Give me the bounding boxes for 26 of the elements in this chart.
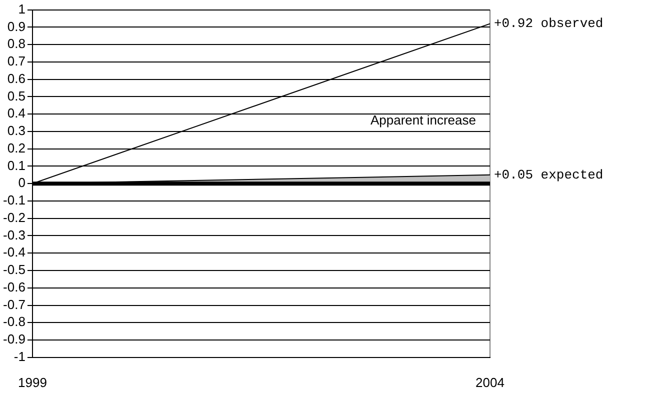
y-tick-label: -0.6 — [3, 279, 26, 294]
y-tick-label: -0.9 — [3, 332, 26, 347]
y-tick-label: 0.1 — [7, 158, 26, 173]
y-tick-label: 0.7 — [7, 54, 26, 69]
y-tick-label: 0.5 — [7, 88, 26, 104]
y-tick-label: 0.8 — [7, 36, 26, 52]
y-tick-label: 0.9 — [7, 18, 26, 34]
y-tick-label: -0.2 — [3, 210, 26, 225]
y-tick-label: -1 — [14, 348, 26, 364]
y-tick-label: -0.3 — [3, 227, 26, 242]
y-tick-label: 0 — [18, 175, 26, 190]
annotation: Apparent increase — [370, 112, 476, 128]
y-tick-label: 1 — [18, 1, 26, 16]
annotation: +0.05 expected — [494, 167, 604, 182]
y-tick-label: 0.6 — [7, 70, 26, 86]
y-tick-label: 0.3 — [7, 123, 26, 138]
y-tick-label: -0.1 — [3, 192, 26, 208]
x-tick-label: 1999 — [18, 374, 47, 390]
y-tick-label: 0.2 — [7, 140, 26, 156]
x-tick-label: 2004 — [476, 374, 504, 390]
y-tick-label: 0.4 — [7, 106, 26, 121]
y-tick-label: -0.4 — [3, 244, 26, 260]
y-tick-label: -0.8 — [3, 314, 26, 330]
y-tick-label: -0.5 — [3, 262, 26, 278]
annotation: +0.92 observed — [494, 16, 604, 32]
y-tick-label: -0.7 — [3, 296, 26, 312]
